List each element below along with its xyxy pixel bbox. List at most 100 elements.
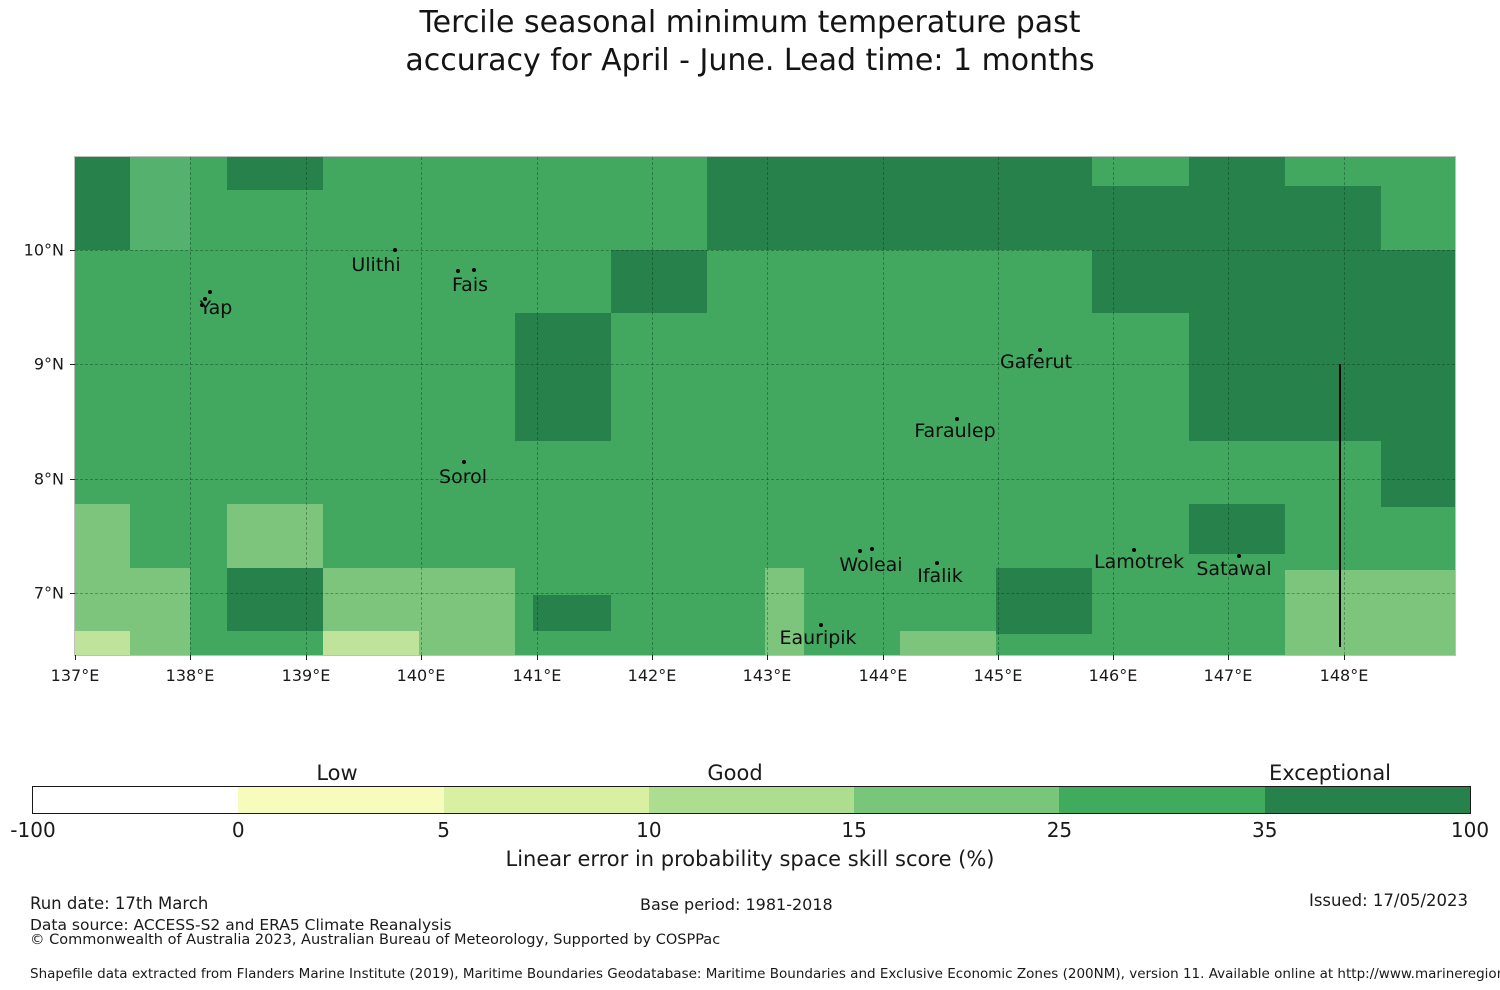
island-label-eauripik: Eauripik — [779, 627, 857, 649]
map-cell-skill-P — [419, 568, 515, 655]
y-axis-tick-label: 7°N — [33, 583, 64, 603]
map-cell-skill-P — [765, 568, 804, 655]
island-marker-satawal — [1237, 554, 1241, 558]
x-axis-tick-label: 137°E — [50, 666, 100, 685]
x-axis-tickmark — [537, 655, 538, 660]
data-source-text: Data source: ACCESS-S2 and ERA5 Climate … — [30, 916, 452, 934]
issued-date-text: Issued: 17/05/2023 — [1308, 891, 1468, 910]
map-cell-skill-Y — [75, 631, 130, 655]
chart-title-line2: accuracy for April - June. Lead time: 1 … — [405, 43, 1095, 78]
map-cell-skill-D — [707, 157, 1092, 250]
x-axis-tickmark — [998, 655, 999, 660]
island-marker-lamotrek — [1132, 548, 1136, 552]
y-axis-tickmark — [70, 250, 75, 251]
colorbar-segment — [648, 787, 855, 813]
map-cell-skill-D — [533, 595, 611, 631]
y-axis-tick-label: 9°N — [33, 354, 64, 374]
colorbar-segment — [33, 787, 239, 813]
map-cell-skill-P — [130, 568, 190, 655]
map-cell-skill-D — [1381, 441, 1455, 507]
colorbar-bar — [32, 786, 1471, 814]
colorbar-tick-label: 5 — [437, 818, 450, 842]
chart-title: Tercile seasonal minimum temperature pas… — [0, 4, 1500, 80]
shapefile-attribution-text: Shapefile data extracted from Flanders M… — [30, 966, 1500, 982]
copyright-text: © Commonwealth of Australia 2023, Austra… — [30, 932, 721, 948]
map-cell-skill-D — [1189, 504, 1285, 554]
longitude-gridline — [537, 157, 538, 655]
x-axis-tick-label: 144°E — [858, 666, 908, 685]
map-cell-skill-D — [996, 568, 1092, 634]
longitude-gridline — [998, 157, 999, 655]
x-axis-tick-label: 148°E — [1319, 666, 1369, 685]
map-cell-skill-D — [1092, 250, 1455, 313]
base-period-text: Base period: 1981-2018 — [640, 895, 833, 914]
map-cell-skill-D — [1189, 157, 1285, 250]
island-marker-sorol — [462, 460, 466, 464]
y-axis-tick-label: 10°N — [23, 240, 64, 260]
longitude-gridline — [767, 157, 768, 655]
colorbar-segment — [1059, 787, 1266, 813]
map-cell-skill-D — [227, 568, 323, 631]
map-cell-skill-D — [611, 250, 707, 313]
colorbar-segment — [238, 787, 445, 813]
eez-boundary-line — [1339, 364, 1341, 647]
x-axis-tickmark — [421, 655, 422, 660]
chart-title-line1: Tercile seasonal minimum temperature pas… — [419, 5, 1081, 40]
x-axis-tick-label: 145°E — [973, 666, 1023, 685]
x-axis-tickmark — [1344, 655, 1345, 660]
run-date-text: Run date: 17th March — [30, 894, 209, 913]
colorbar-zone-label: Low — [316, 761, 358, 785]
longitude-gridline — [1344, 157, 1345, 655]
island-marker-fais — [472, 268, 476, 272]
x-axis-tick-label: 140°E — [396, 666, 446, 685]
island-marker-faraulep — [955, 417, 959, 421]
island-marker-woleai — [870, 547, 874, 551]
island-marker-woleai — [858, 549, 862, 553]
x-axis-tick-label: 146°E — [1088, 666, 1138, 685]
island-label-fais: Fais — [451, 274, 489, 296]
map-cell-skill-L — [130, 157, 190, 250]
colorbar-segment — [1264, 787, 1471, 813]
map-cell-skill-P — [323, 568, 419, 631]
y-axis-tickmark — [70, 593, 75, 594]
island-marker-yap — [203, 297, 207, 301]
map-cell-skill-P — [1285, 570, 1455, 655]
map-cell-skill-P — [900, 631, 996, 655]
colorbar-tick-label: 15 — [841, 818, 867, 842]
skill-score-map: Yap Ulithi Fais Sorol Gaferut Faraulep Woleai I… — [74, 156, 1456, 656]
x-axis-tickmark — [1228, 655, 1229, 660]
map-cell-skill-D — [1189, 313, 1455, 441]
map-cell-skill-P — [75, 504, 130, 631]
colorbar-tick-label: 25 — [1046, 818, 1073, 842]
y-axis-tick-label: 8°N — [33, 469, 64, 489]
longitude-gridline — [883, 157, 884, 655]
island-marker-ulithi — [393, 248, 397, 252]
island-marker-fais — [456, 269, 460, 273]
map-cell-skill-D — [227, 157, 323, 190]
x-axis-tick-label: 142°E — [627, 666, 677, 685]
latitude-gridline — [75, 593, 1455, 594]
latitude-gridline — [75, 250, 1455, 251]
colorbar-segment — [443, 787, 650, 813]
longitude-gridline — [421, 157, 422, 655]
x-axis-tickmark — [75, 655, 76, 660]
island-label-ifalik: Ifalik — [917, 565, 963, 587]
x-axis-tickmark — [883, 655, 884, 660]
island-marker-yap — [200, 303, 204, 307]
island-label-gaferut: Gaferut — [999, 351, 1073, 373]
colorbar-tick-label: 35 — [1251, 818, 1278, 842]
island-marker-ifalik — [935, 561, 939, 565]
x-axis-tickmark — [652, 655, 653, 660]
longitude-gridline — [190, 157, 191, 655]
longitude-gridline — [652, 157, 653, 655]
island-label-sorol: Sorol — [439, 466, 487, 488]
colorbar-tick-label: 100 — [1450, 818, 1490, 842]
island-label-lamotrek: Lamotrek — [1094, 551, 1184, 573]
colorbar-tick-label: 0 — [231, 818, 245, 842]
island-label-satawal: Satawal — [1196, 558, 1272, 580]
y-axis-tickmark — [70, 479, 75, 480]
colorbar-tick-label: 10 — [636, 818, 662, 842]
island-label-yap: Yap — [199, 297, 233, 319]
longitude-gridline — [1113, 157, 1114, 655]
